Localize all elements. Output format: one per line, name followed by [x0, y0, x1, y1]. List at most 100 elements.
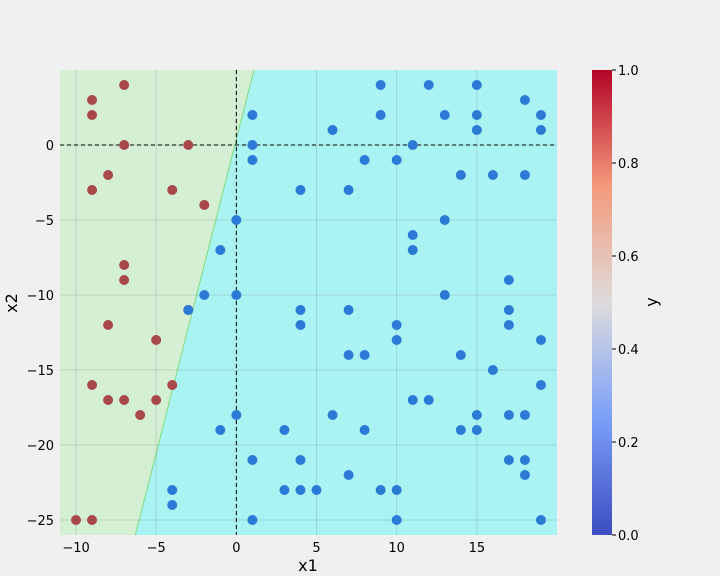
data-point-class1	[119, 140, 130, 150]
data-point-class0	[535, 110, 546, 120]
data-point-class0	[359, 425, 370, 435]
data-point-class0	[423, 395, 434, 405]
colorbar-tick-label: 0.4	[618, 343, 639, 358]
data-point-class0	[391, 335, 402, 345]
data-point-class0	[519, 455, 530, 465]
x-tick-label: −10	[62, 541, 89, 556]
data-point-class1	[199, 200, 210, 210]
data-point-class0	[503, 305, 514, 315]
data-point-class0	[295, 185, 306, 195]
data-point-class0	[215, 245, 226, 255]
data-point-class1	[103, 320, 114, 330]
grid-lines	[60, 70, 557, 535]
data-point-class0	[471, 110, 482, 120]
data-point-class1	[119, 80, 130, 90]
decision-boundary-line	[134, 70, 255, 535]
data-point-class1	[119, 395, 130, 405]
x-tick-label: 5	[312, 541, 320, 556]
data-point-class0	[407, 245, 418, 255]
x-axis-ticks: −10 −5 0 5 10 15	[62, 541, 485, 556]
x-axis-label: x1	[298, 556, 318, 575]
colorbar-label: y	[642, 297, 661, 306]
data-point-class1	[87, 515, 98, 525]
data-point-class0	[391, 320, 402, 330]
data-point-class0	[231, 290, 242, 300]
colorbar-tick-label: 1.0	[618, 64, 639, 79]
plot-area	[60, 70, 557, 535]
data-point-class0	[167, 500, 178, 510]
y-axis-label: x2	[2, 293, 21, 313]
data-point-class1	[87, 95, 98, 105]
colorbar-gradient	[592, 70, 612, 535]
data-point-class0	[535, 335, 546, 345]
x-tick-label: 15	[469, 541, 486, 556]
data-point-class1	[87, 110, 98, 120]
data-point-class0	[535, 125, 546, 135]
data-point-class0	[471, 425, 482, 435]
data-point-class0	[423, 80, 434, 90]
data-point-class1	[167, 380, 178, 390]
data-point-class0	[471, 80, 482, 90]
colorbar-tick-label: 0.6	[618, 250, 639, 265]
data-point-class0	[343, 350, 354, 360]
data-points	[71, 80, 546, 525]
data-point-class0	[519, 470, 530, 480]
data-point-class0	[279, 425, 290, 435]
data-point-class1	[135, 410, 146, 420]
data-point-class0	[455, 350, 466, 360]
data-point-class0	[247, 140, 258, 150]
data-point-class0	[231, 410, 242, 420]
data-point-class0	[391, 485, 402, 495]
data-point-class0	[359, 155, 370, 165]
data-point-class0	[391, 515, 402, 525]
data-point-class0	[343, 185, 354, 195]
data-point-class0	[503, 320, 514, 330]
data-point-class0	[295, 320, 306, 330]
colorbar-ticks: 0.0 0.2 0.4 0.6 0.8 1.0	[612, 64, 639, 544]
y-tick-label: −5	[35, 214, 54, 229]
data-point-class0	[231, 215, 242, 225]
data-point-class0	[439, 290, 450, 300]
data-point-class0	[455, 425, 466, 435]
data-point-class1	[87, 380, 98, 390]
colorbar-tick-label: 0.2	[618, 436, 639, 451]
data-point-class0	[535, 515, 546, 525]
data-point-class0	[407, 395, 418, 405]
y-axis-ticks: 0 −5 −10 −15 −20 −25	[27, 139, 54, 529]
data-point-class0	[503, 410, 514, 420]
y-tick-label: −15	[27, 364, 54, 379]
data-point-class0	[471, 125, 482, 135]
y-tick-label: 0	[46, 139, 54, 154]
data-point-class0	[519, 170, 530, 180]
y-tick-label: −20	[27, 439, 54, 454]
data-point-class0	[167, 485, 178, 495]
data-point-class1	[151, 335, 162, 345]
data-point-class0	[487, 365, 498, 375]
data-point-class1	[119, 260, 130, 270]
data-point-class0	[455, 170, 466, 180]
data-point-class0	[375, 80, 386, 90]
colorbar-tick-label: 0.8	[618, 157, 639, 172]
colorbar: 0.0 0.2 0.4 0.6 0.8 1.0 y	[592, 64, 661, 544]
data-point-class0	[439, 215, 450, 225]
data-point-class0	[375, 110, 386, 120]
data-point-class0	[183, 305, 194, 315]
data-point-class1	[183, 140, 194, 150]
data-point-class0	[503, 275, 514, 285]
colorbar-tick-label: 0.0	[618, 529, 639, 544]
data-point-class0	[295, 305, 306, 315]
data-point-class0	[215, 425, 226, 435]
data-point-class1	[87, 185, 98, 195]
data-point-class0	[327, 125, 338, 135]
data-point-class0	[311, 485, 322, 495]
data-point-class1	[151, 395, 162, 405]
data-point-class0	[359, 350, 370, 360]
data-point-class0	[535, 380, 546, 390]
data-point-class0	[439, 110, 450, 120]
y-tick-label: −10	[27, 289, 54, 304]
x-tick-label: 0	[232, 541, 240, 556]
data-point-class0	[279, 485, 290, 495]
data-point-class0	[519, 410, 530, 420]
data-point-class0	[487, 170, 498, 180]
y-tick-label: −25	[27, 514, 54, 529]
